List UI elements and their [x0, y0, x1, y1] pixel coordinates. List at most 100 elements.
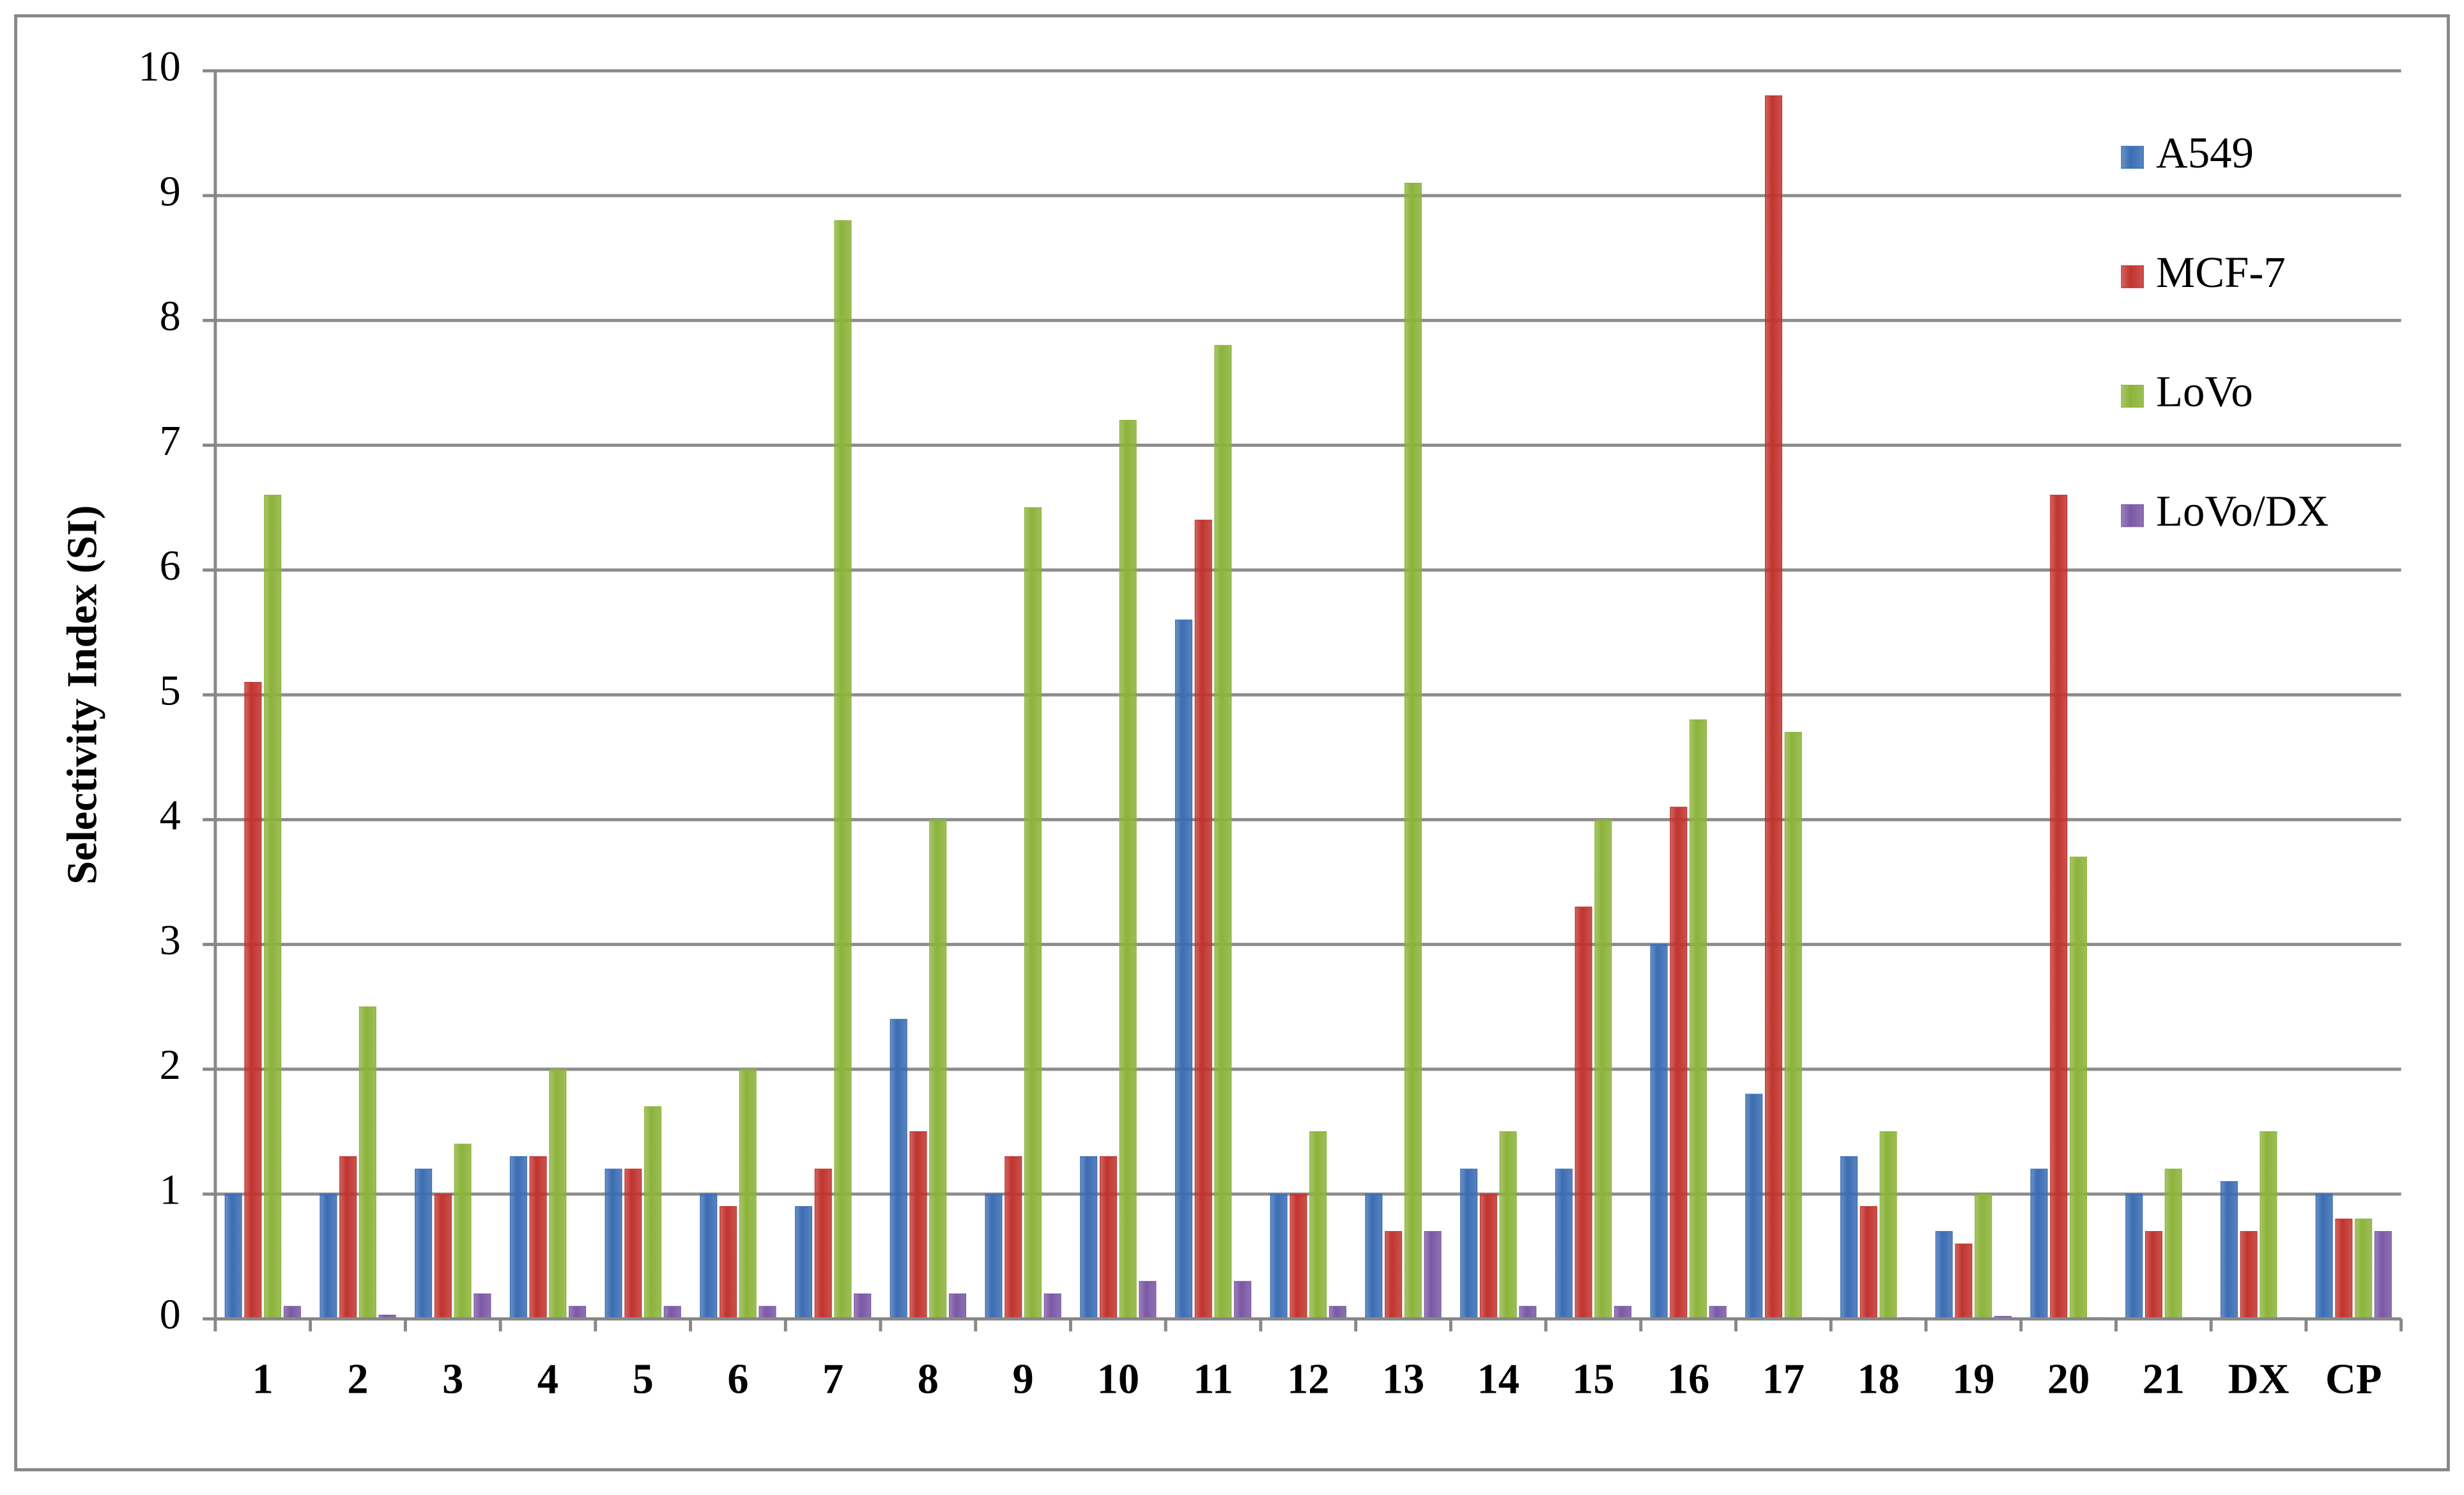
y-tick-label: 8 [160, 293, 181, 340]
x-tick-label: 11 [1193, 1356, 1233, 1402]
bar [720, 1206, 737, 1320]
bar [1784, 732, 1802, 1320]
bar [2355, 1218, 2373, 1320]
x-tick-label: 14 [1477, 1356, 1520, 1402]
x-tick-label: 4 [537, 1356, 558, 1402]
bar [1690, 719, 1707, 1320]
y-tick-label: 0 [160, 1292, 181, 1338]
bar [1194, 520, 1212, 1320]
bar [1024, 507, 1042, 1320]
bar [1080, 1156, 1098, 1320]
y-tick-label: 7 [160, 418, 181, 465]
bar [1139, 1281, 1157, 1320]
bar [509, 1156, 527, 1320]
y-tick-label: 3 [160, 917, 181, 964]
bar [624, 1168, 642, 1320]
x-tick-label: 9 [1012, 1356, 1033, 1402]
bar [1214, 345, 1232, 1320]
x-tick-label: 12 [1287, 1356, 1329, 1402]
y-tick-label: 1 [160, 1166, 181, 1213]
x-tick-label: 15 [1572, 1356, 1614, 1402]
bar [1328, 1306, 1346, 1320]
bar [739, 1069, 757, 1320]
y-tick-label: 6 [160, 543, 181, 589]
bar [2069, 856, 2087, 1320]
bar [1479, 1193, 1497, 1320]
y-tick-label: 2 [160, 1042, 181, 1088]
bar [1614, 1306, 1632, 1320]
bar [1290, 1193, 1307, 1320]
legend-swatch [2121, 385, 2144, 408]
legend-label: LoVo [2156, 368, 2253, 416]
x-tick-label: 10 [1097, 1356, 1139, 1402]
bar [758, 1306, 776, 1320]
x-tick-label: 19 [1952, 1356, 1994, 1402]
x-tick-label: 16 [1667, 1356, 1709, 1402]
bar [2240, 1231, 2258, 1320]
bar [604, 1168, 622, 1320]
bar [854, 1293, 872, 1320]
x-tick-label: CP [2325, 1356, 2382, 1402]
y-tick-label: 4 [160, 793, 181, 839]
bar [1005, 1156, 1022, 1320]
bar [1765, 95, 1783, 1320]
bar [834, 220, 852, 1320]
bar [339, 1156, 357, 1320]
bar [454, 1143, 472, 1320]
bar [283, 1306, 301, 1320]
bar [1309, 1131, 1327, 1320]
bar [2164, 1168, 2182, 1320]
x-tick-label: 7 [822, 1356, 843, 1402]
bar [1745, 1094, 1763, 1320]
bar [2260, 1131, 2277, 1320]
bar [415, 1168, 433, 1320]
bar [1975, 1193, 1992, 1320]
bar [1860, 1206, 1877, 1320]
bar [1575, 906, 1592, 1320]
bar [1709, 1306, 1727, 1320]
bar [700, 1193, 718, 1320]
x-tick-label: 1 [252, 1356, 273, 1402]
legend-swatch [2121, 146, 2144, 169]
bar [2144, 1231, 2162, 1320]
y-tick-label: 9 [160, 168, 181, 215]
bar [474, 1293, 491, 1320]
x-tick-label: 2 [347, 1356, 368, 1402]
bar [2335, 1218, 2353, 1320]
bar [1840, 1156, 1858, 1320]
bar [320, 1193, 337, 1320]
bar [1174, 619, 1192, 1320]
x-tick-label: 17 [1762, 1356, 1805, 1402]
x-tick-label: DX [2228, 1356, 2290, 1402]
bar [1555, 1168, 1573, 1320]
legend-swatch [2121, 265, 2144, 288]
bar [948, 1293, 966, 1320]
bar [1499, 1131, 1517, 1320]
x-tick-label: 5 [633, 1356, 654, 1402]
bar [2125, 1193, 2143, 1320]
bar [1385, 1231, 1403, 1320]
bar [814, 1168, 832, 1320]
bar [1935, 1231, 1953, 1320]
bar [434, 1193, 452, 1320]
bar [2374, 1231, 2392, 1320]
legend-label: MCF-7 [2156, 248, 2286, 297]
bar [244, 681, 262, 1320]
bar [529, 1156, 547, 1320]
bar [2315, 1193, 2333, 1320]
legend-swatch [2121, 504, 2144, 527]
bar [1460, 1168, 1478, 1320]
bar [1234, 1281, 1252, 1320]
bar [1670, 807, 1688, 1320]
x-tick-label: 18 [1857, 1356, 1899, 1402]
bar [1119, 419, 1137, 1320]
bar [985, 1193, 1003, 1320]
legend-label: A549 [2156, 128, 2254, 177]
x-tick-label: 13 [1382, 1356, 1424, 1402]
x-tick-label: 20 [2047, 1356, 2090, 1402]
bar [569, 1306, 587, 1320]
bar [224, 1193, 242, 1320]
bar [1519, 1306, 1537, 1320]
